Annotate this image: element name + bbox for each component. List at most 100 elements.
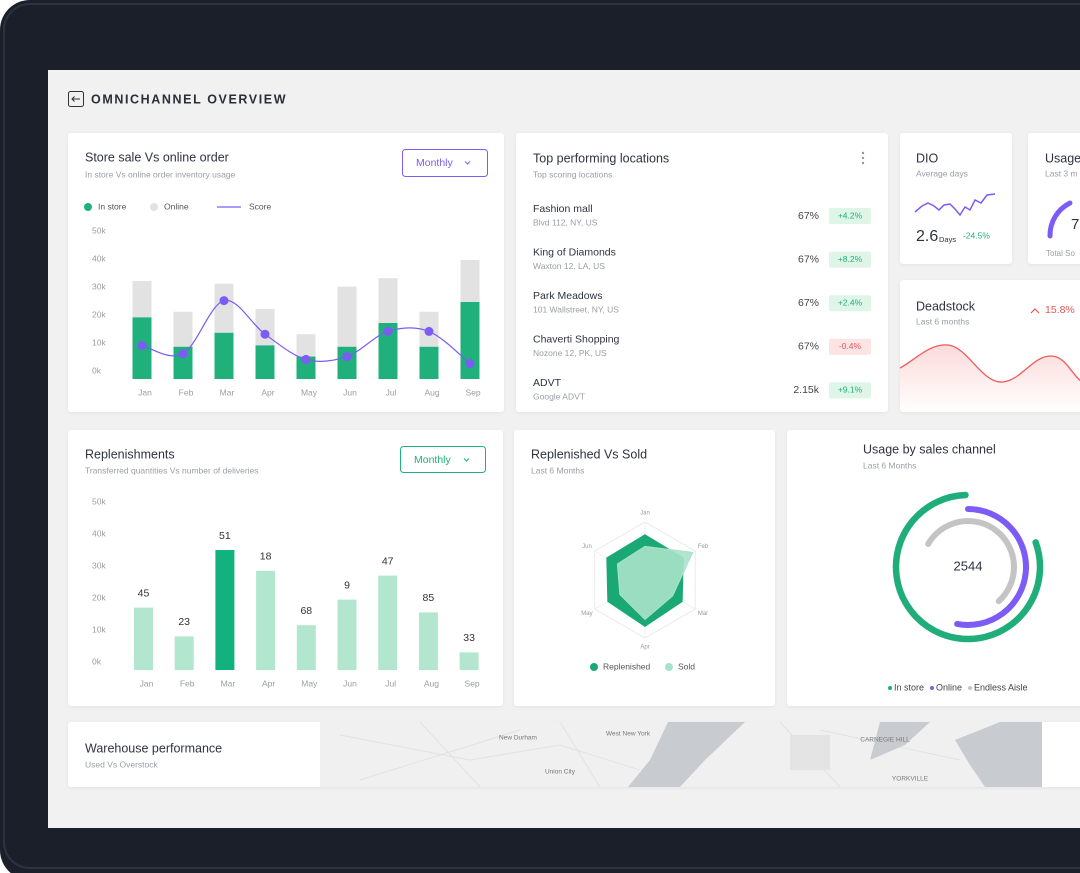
legend-swatch: [84, 203, 92, 211]
location-score: 67%: [798, 210, 819, 222]
card-subtitle: Last 6 Months: [531, 465, 584, 475]
location-address: Blvd 112, NY, US: [533, 217, 598, 227]
data-label: 9: [344, 579, 350, 591]
x-tick-label: Feb: [180, 678, 195, 688]
legend-label: Sold: [678, 661, 695, 671]
legend-label: Online: [936, 682, 962, 692]
score-point: [342, 352, 352, 362]
x-tick-label: Mar: [221, 678, 236, 688]
card-title: DIO: [916, 151, 939, 165]
kpi-unit: Days: [939, 235, 956, 244]
dropdown-label: Monthly: [416, 157, 454, 169]
card-title: Deadstock: [916, 299, 976, 313]
wave-line: [899, 344, 1080, 383]
card-subtitle: Last 3 m: [1045, 168, 1078, 178]
card-title: Replenished Vs Sold: [531, 447, 647, 461]
legend-label: Online: [164, 201, 189, 211]
legend-label: Replenished: [603, 661, 651, 671]
location-score: 67%: [798, 341, 819, 353]
x-tick-label: Jan: [138, 387, 152, 397]
radar-label: Jan: [640, 511, 650, 517]
x-tick-label: Mar: [220, 387, 235, 397]
kpi-footer: Total So: [1046, 249, 1075, 258]
card: [516, 133, 888, 412]
change-badge: [829, 338, 871, 355]
card-subtitle: Last 6 months: [916, 316, 969, 326]
map-water: [955, 722, 1042, 787]
card: [1028, 133, 1080, 264]
location-address: Google ADVT: [533, 392, 585, 402]
card-subtitle: Top scoring locations: [533, 169, 612, 179]
card-title: Warehouse performance: [85, 741, 222, 755]
location-address: Nozone 12, PK, US: [533, 348, 607, 358]
card: [787, 430, 1080, 706]
dot: [861, 156, 865, 160]
bar: [214, 332, 234, 379]
card-subtitle: Transferred quantities Vs number of deli…: [85, 465, 259, 475]
data-label: 18: [260, 551, 272, 563]
y-tick-label: 0k: [92, 365, 102, 375]
y-tick-label: 20k: [92, 309, 106, 319]
map: [320, 722, 1042, 787]
bar: [255, 345, 275, 379]
score-point: [465, 359, 475, 369]
bar: [173, 346, 193, 379]
card-title: Store sale Vs online order: [85, 150, 229, 164]
radar-label: Feb: [698, 544, 709, 550]
map-labels: New Durham West New York Union City CARNEGI…: [499, 731, 929, 783]
legend-label: In store: [98, 201, 127, 211]
change-label: +2.4%: [838, 297, 863, 307]
y-tick-label: 50k: [92, 225, 106, 235]
legend-label: In store: [894, 682, 924, 692]
change-badge: [829, 295, 871, 312]
legend-swatch: [968, 686, 973, 690]
legend-label: Endless Aisle: [974, 682, 1028, 692]
radar-area: [616, 545, 694, 621]
card-title: Top performing locations: [533, 151, 669, 165]
bar: [296, 356, 316, 379]
chevron: [464, 161, 471, 165]
radar-label: Jun: [582, 544, 592, 550]
bar: [419, 346, 439, 379]
dot: [861, 161, 865, 165]
location-address: Waxton 12, LA, US: [533, 261, 605, 271]
bar: [296, 625, 316, 670]
bar: [215, 550, 235, 670]
map-park: [790, 735, 830, 770]
score-point: [260, 329, 270, 339]
dropdown[interactable]: [402, 149, 488, 177]
dropdown[interactable]: [400, 446, 486, 473]
location-name: ADVT: [533, 377, 562, 389]
map-label: Union City: [545, 769, 576, 776]
bezel-edge: [3, 3, 1080, 869]
location-name: Park Meadows: [533, 290, 602, 302]
x-tick-label: Jul: [385, 678, 396, 688]
radar-label: Mar: [698, 611, 708, 617]
card-subtitle: Used Vs Overstock: [85, 759, 158, 769]
change-label: +8.2%: [838, 254, 863, 264]
radar-label: May: [581, 611, 592, 617]
map-label: New Durham: [499, 735, 537, 742]
card: [900, 133, 1012, 264]
y-tick-label: 0k: [92, 656, 102, 666]
map-water: [628, 722, 745, 787]
x-tick-label: Sep: [465, 387, 480, 397]
y-tick-label: 20k: [92, 592, 106, 602]
bar: [378, 575, 398, 670]
back-button[interactable]: [68, 91, 84, 107]
bar: [337, 346, 357, 379]
score-point: [219, 296, 229, 306]
gauge: [1047, 200, 1073, 239]
ring-total: 2544: [954, 558, 983, 573]
legend-swatch: [665, 663, 673, 671]
x-tick-label: Jun: [343, 387, 357, 397]
card-title: Usage: [1045, 151, 1080, 165]
bar: [174, 636, 194, 670]
y-tick-label: 10k: [92, 337, 106, 347]
menu-icon[interactable]: [861, 151, 865, 165]
x-tick-label: Aug: [424, 678, 439, 688]
score-point: [424, 326, 434, 336]
map-label: CARNEGIE HILL: [860, 737, 910, 744]
x-tick-label: May: [301, 678, 318, 688]
radar-label: Apr: [640, 645, 649, 651]
